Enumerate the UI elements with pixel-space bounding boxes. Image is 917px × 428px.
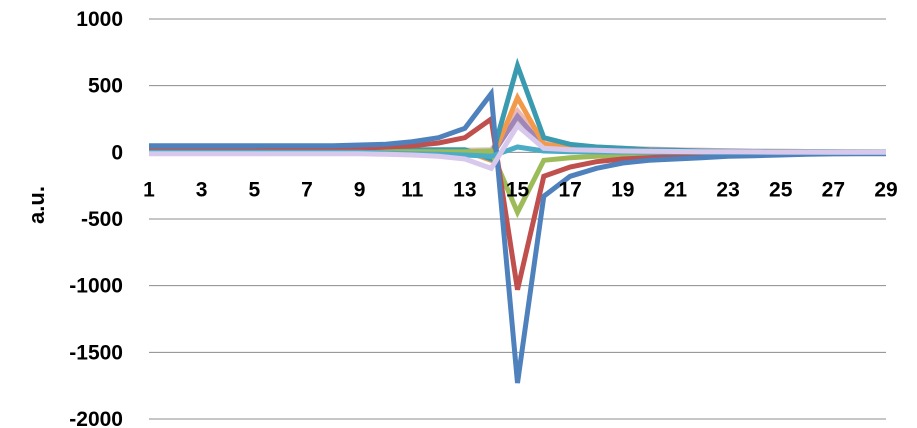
x-tick-label: 29 [874, 178, 897, 201]
x-tick-label: 5 [248, 178, 260, 201]
x-tick-label: 13 [453, 178, 476, 201]
x-tick-label: 23 [716, 178, 739, 201]
y-tick-label: -500 [81, 208, 123, 231]
x-tick-label: 9 [354, 178, 366, 201]
y-tick-label: -2000 [69, 408, 123, 428]
y-tick-label: 1000 [76, 8, 123, 31]
x-tick-label: 25 [769, 178, 793, 201]
x-tick-label: 3 [196, 178, 208, 201]
y-tick-label: 0 [111, 141, 123, 164]
x-tick-label: 19 [611, 178, 634, 201]
x-tick-label: 11 [401, 178, 424, 201]
x-tick-label: 7 [301, 178, 313, 201]
x-tick-label: 21 [664, 178, 688, 201]
y-tick-label: -1000 [69, 275, 123, 298]
x-tick-label: 15 [506, 178, 530, 201]
x-axis-ticks: 1 3 5 7 9 11 13 15 17 19 21 23 25 27 29 [143, 178, 898, 201]
x-tick-label: 1 [143, 178, 155, 201]
series-lines [149, 57, 887, 384]
series-line-10 [149, 121, 886, 172]
x-tick-label: 27 [822, 178, 845, 201]
y-axis-title: a.u. [24, 186, 49, 224]
y-axis-ticks: 1000 500 0 -500 -1000 -1500 -2000 [69, 8, 123, 428]
y-tick-label: 500 [88, 75, 123, 98]
series-line-8 [149, 87, 886, 384]
x-tick-label: 17 [558, 178, 581, 201]
y-tick-label: -1500 [69, 341, 123, 364]
